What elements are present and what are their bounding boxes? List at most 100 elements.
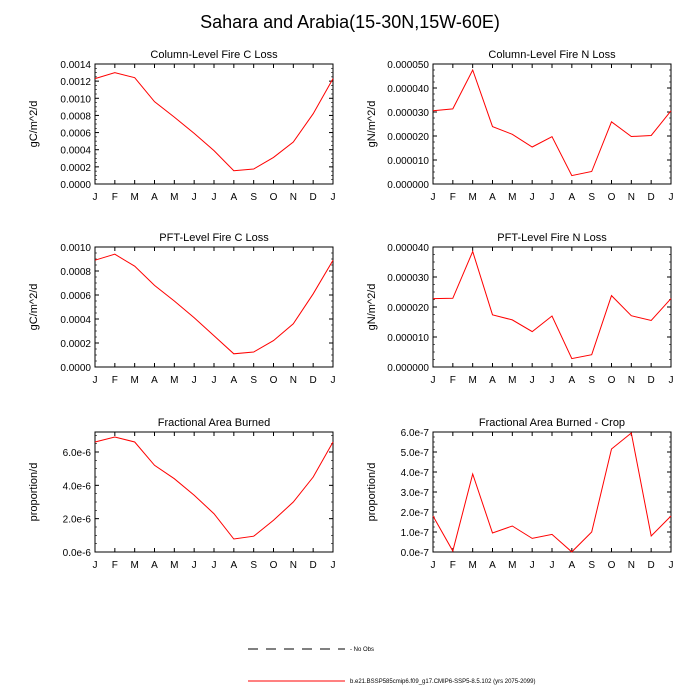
x-tick-label: F [450,375,456,386]
y-tick-label: 0.000040 [387,243,429,254]
y-tick-label: 0.0006 [60,129,91,140]
y-tick-label: 6.0e-6 [63,448,92,459]
x-tick-label: D [310,192,317,203]
x-tick-label: S [588,192,595,203]
y-tick-label: 0.0e-7 [401,548,430,559]
x-tick-label: O [270,375,278,386]
x-tick-label: N [290,375,297,386]
y-axis-label: gN/m^2/d [366,284,378,331]
x-tick-label: A [151,192,158,203]
x-tick-label: S [588,560,595,571]
x-tick-label: A [489,560,496,571]
x-tick-label: M [508,375,516,386]
panel-2: Column-Level Fire N Loss gN/m^2/d 0.000000… [366,49,674,203]
y-tick-label: 0.000040 [387,84,429,95]
x-tick-label: J [212,375,217,386]
panel-title: Column-Level Fire N Loss [488,49,616,61]
x-tick-label: J [550,375,555,386]
x-tick-label: O [270,192,278,203]
series-line [432,432,672,553]
x-tick-label: J [530,192,535,203]
y-tick-label: 0.0002 [60,339,91,350]
x-tick-label: M [468,192,476,203]
x-tick-label: J [431,560,436,571]
legend-label-series: b.e21.BSSP585cmip6.f09_g17.CMIP6-SSP5-8.… [350,679,535,685]
x-tick-label: J [192,192,197,203]
y-tick-label: 0.000010 [387,333,429,344]
x-tick-label: N [628,560,635,571]
y-tick-label: 0.0014 [60,60,91,71]
x-tick-label: N [290,560,297,571]
y-axis-label: proportion/d [28,463,40,522]
y-tick-label: 4.0e-6 [63,481,92,492]
y-tick-label: 0.0010 [60,243,91,254]
series-line [432,250,672,360]
series-line [94,72,334,172]
x-tick-label: N [290,192,297,203]
y-tick-label: 0.0004 [60,146,91,157]
x-tick-label: N [628,375,635,386]
x-tick-label: J [431,192,436,203]
y-tick-label: 0.000010 [387,156,429,167]
y-axis-label: gN/m^2/d [366,101,378,148]
x-tick-label: J [431,375,436,386]
panel-title: PFT-Level Fire C Loss [159,232,269,244]
x-tick-label: M [170,375,178,386]
plot-frame [94,246,334,368]
x-tick-label: D [310,560,317,571]
legend: - No Obs b.e21.BSSP585cmip6.f09_g17.CMIP6… [248,647,535,685]
x-tick-label: D [648,375,655,386]
y-tick-label: 0.0006 [60,291,91,302]
panel-3: PFT-Level Fire C Loss gC/m^2/d 0.0000 0.000… [28,232,336,386]
x-tick-label: J [331,192,336,203]
x-tick-label: J [331,375,336,386]
y-tick-label: 0.0008 [60,267,91,278]
y-tick-label: 0.0000 [60,180,91,191]
x-tick-label: S [250,560,257,571]
page-title: Sahara and Arabia(15-30N,15W-60E) [200,12,500,32]
y-tick-label: 0.0004 [60,315,91,326]
x-tick-label: A [568,560,575,571]
y-axis-label: gC/m^2/d [28,101,40,148]
y-tick-label: 5.0e-7 [401,448,430,459]
x-tick-label: A [568,192,575,203]
x-tick-label: J [669,560,674,571]
y-tick-label: 0.000020 [387,303,429,314]
x-tick-label: D [648,560,655,571]
legend-label-no-obs: - No Obs [350,647,374,653]
x-tick-label: J [550,560,555,571]
x-tick-label: A [151,375,158,386]
x-tick-label: F [112,192,118,203]
panel-4: PFT-Level Fire N Loss gN/m^2/d 0.000000 0.0… [366,232,674,386]
panel-title: Column-Level Fire C Loss [150,49,278,61]
x-tick-label: J [212,192,217,203]
series-line [94,436,334,540]
y-tick-label: 0.0012 [60,77,91,88]
x-tick-label: A [489,192,496,203]
x-tick-label: J [331,560,336,571]
x-tick-label: O [270,560,278,571]
x-tick-label: A [230,560,237,571]
x-tick-label: D [310,375,317,386]
panel-1: Column-Level Fire C Loss gC/m^2/d 0.0000 0.… [28,49,336,203]
x-tick-label: M [130,560,138,571]
x-tick-label: J [530,375,535,386]
x-tick-label: A [151,560,158,571]
y-tick-label: 0.0008 [60,111,91,122]
y-tick-label: 4.0e-7 [401,468,430,479]
x-tick-label: J [192,375,197,386]
x-tick-label: J [93,560,98,571]
x-tick-label: J [192,560,197,571]
x-tick-label: M [170,560,178,571]
y-tick-label: 1.0e-7 [401,528,430,539]
x-tick-label: J [93,192,98,203]
x-tick-label: A [230,192,237,203]
y-tick-label: 0.0010 [60,94,91,105]
x-tick-label: M [508,192,516,203]
y-tick-label: 2.0e-7 [401,508,430,519]
x-tick-label: J [669,375,674,386]
x-tick-label: A [230,375,237,386]
x-tick-label: O [608,560,616,571]
panel-5: Fractional Area Burned proportion/d 0.0e-6… [28,417,336,571]
